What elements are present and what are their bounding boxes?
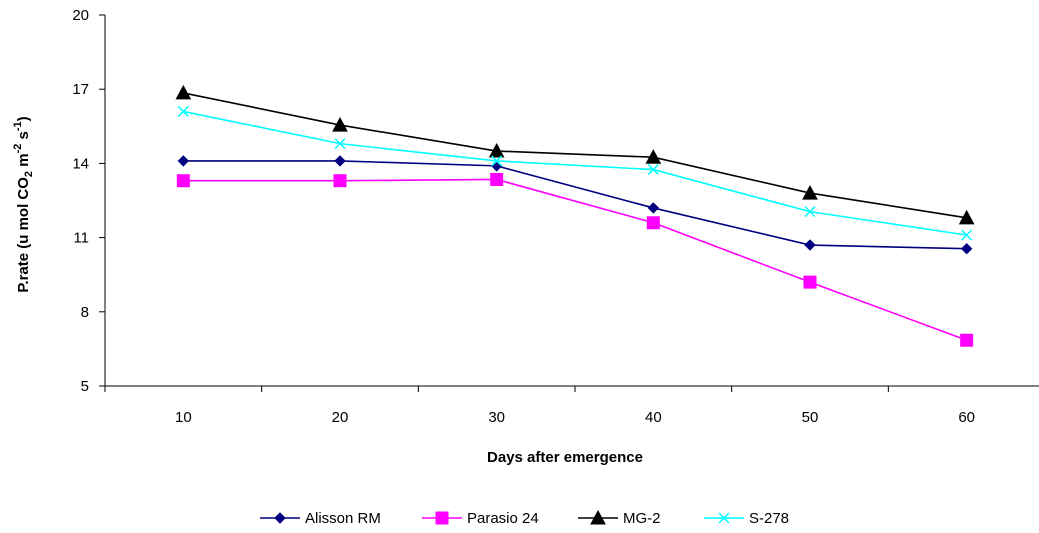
y-tick-label: 14	[72, 155, 89, 172]
legend-marker	[718, 512, 730, 524]
x-axis: 10 20 30 40 50 60	[104, 385, 1039, 426]
data-point	[488, 142, 505, 158]
y-tick-label: 20	[72, 7, 89, 24]
data-point	[645, 149, 662, 164]
data-point	[803, 275, 817, 289]
legend-label: S-278	[749, 510, 789, 527]
legend-item: Alisson RM	[260, 510, 381, 527]
data-point	[647, 202, 660, 214]
x-tick-label: 60	[958, 409, 975, 426]
data-point	[334, 155, 346, 167]
data-point	[175, 84, 192, 100]
legend-marker	[590, 509, 606, 525]
series-line	[183, 160, 967, 250]
data-point	[176, 174, 190, 188]
x-tick-label: 10	[175, 409, 192, 426]
series-line	[183, 92, 967, 219]
data-point	[177, 105, 189, 117]
x-tick-label: 40	[645, 409, 662, 426]
legend-item: MG-2	[578, 509, 661, 527]
y-tick-label: 11	[73, 230, 89, 247]
legend-label: Alisson RM	[305, 510, 381, 527]
data-point	[177, 155, 190, 167]
legend-label: MG-2	[623, 510, 661, 527]
data-point	[960, 243, 973, 255]
series-3	[177, 105, 973, 241]
data-point	[490, 172, 504, 186]
y-tick-label: 5	[81, 378, 89, 395]
data-point	[961, 229, 973, 241]
data-point	[647, 164, 659, 176]
series-line	[183, 178, 967, 341]
x-tick-label: 20	[332, 409, 349, 426]
data-point	[332, 117, 348, 132]
series-0	[177, 155, 973, 255]
data-point	[960, 333, 974, 347]
data-point	[646, 216, 660, 230]
legend-label: Parasio 24	[467, 510, 539, 527]
data-point	[802, 185, 818, 200]
y-axis: 5 8 11 14 17 20	[72, 7, 106, 395]
data-point	[490, 160, 503, 172]
data-point	[333, 174, 347, 188]
y-tick-label: 8	[81, 304, 89, 321]
x-tick-label: 50	[802, 409, 819, 426]
series-1	[176, 172, 974, 347]
legend-marker	[435, 511, 449, 525]
data-point	[334, 138, 346, 150]
data-point	[804, 206, 816, 218]
legend-item: Parasio 24	[422, 510, 539, 527]
x-tick-label: 30	[488, 409, 505, 426]
y-tick-label: 17	[72, 81, 89, 98]
y-axis-title: P.rate (u mol CO2 m-2 s-1)	[12, 116, 35, 292]
legend-marker	[274, 512, 286, 524]
series-line	[183, 110, 967, 236]
x-axis-title: Days after emergence	[487, 449, 643, 466]
data-point	[491, 155, 503, 167]
series-2	[175, 84, 975, 225]
data-point	[804, 239, 816, 251]
legend: Alisson RM Parasio 24 MG-2 S-278	[260, 509, 789, 527]
legend-item: S-278	[704, 510, 789, 527]
series-layer	[175, 84, 975, 347]
data-point	[958, 209, 975, 225]
